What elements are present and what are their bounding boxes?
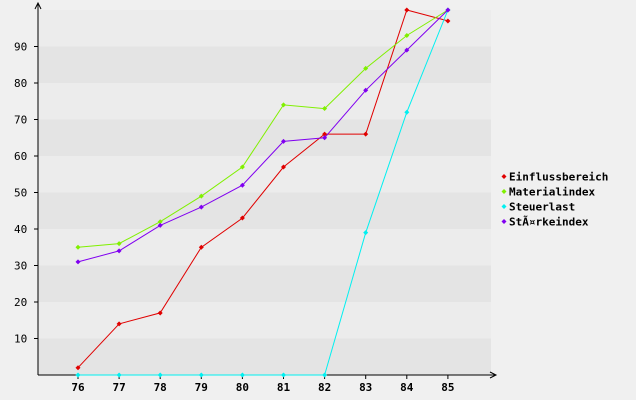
grid-bands [38, 10, 491, 375]
y-tick-label: 50 [14, 187, 27, 200]
y-tick-label: 70 [14, 114, 27, 127]
data-point [198, 193, 204, 199]
grid-band [38, 83, 491, 120]
data-point [157, 219, 163, 225]
legend-marker [501, 189, 507, 194]
y-tick-label: 90 [14, 41, 27, 54]
x-tick-label: 83 [359, 381, 372, 394]
data-point [239, 182, 245, 188]
series-line [77, 9, 449, 263]
data-point [322, 135, 328, 141]
x-tick-label: 77 [112, 381, 125, 394]
data-point [281, 372, 286, 378]
data-point [116, 248, 122, 254]
data-point [322, 106, 328, 112]
series-line [77, 9, 449, 248]
data-point [75, 259, 81, 265]
data-point [404, 7, 410, 13]
data-point [239, 372, 245, 378]
data-point [281, 138, 286, 144]
legend-label: Einflussbereich [509, 171, 608, 184]
data-point [157, 372, 163, 378]
series-0 [75, 7, 451, 371]
data-point [281, 164, 286, 170]
x-tick-label: 79 [195, 381, 208, 394]
data-point [445, 7, 451, 13]
data-point [404, 33, 410, 39]
x-tick-label: 82 [318, 381, 331, 394]
x-axis-ticks: 76 77 78 79 80 81 82 83 84 85 [71, 375, 455, 394]
y-tick-label: 30 [14, 260, 27, 273]
legend-marker [501, 204, 507, 209]
x-tick-label: 78 [154, 381, 167, 394]
y-axis-ticks: 10 20 30 40 50 60 70 80 90 [14, 41, 38, 346]
x-tick-label: 80 [236, 381, 249, 394]
legend: Einflussbereich Materialindex Steuerlast St… [501, 171, 608, 229]
x-tick-label: 85 [441, 381, 454, 394]
y-tick-label: 80 [14, 77, 27, 90]
grid-band [38, 302, 491, 339]
data-point [239, 164, 245, 170]
x-tick-label: 76 [71, 381, 85, 394]
x-axis-arrow [489, 371, 498, 379]
data-point [445, 18, 451, 24]
data-point [363, 65, 369, 71]
data-point [157, 310, 163, 316]
data-point [404, 47, 410, 53]
series-line [77, 9, 449, 369]
data-point [404, 109, 410, 115]
grid-band [38, 10, 491, 47]
data-point [239, 215, 245, 221]
legend-marker [501, 219, 507, 224]
data-point [281, 102, 286, 108]
series-3 [75, 7, 451, 265]
data-point [363, 87, 369, 93]
y-tick-label: 20 [14, 296, 27, 309]
series-lines [75, 7, 451, 378]
y-tick-label: 40 [14, 223, 27, 236]
data-point [363, 230, 369, 236]
x-tick-label: 84 [400, 381, 414, 394]
data-point [116, 241, 122, 247]
legend-label: StÃ¤rkeindex [509, 216, 589, 229]
data-point [157, 222, 163, 228]
data-point [322, 131, 328, 137]
data-point [116, 372, 122, 378]
legend-label: Steuerlast [509, 201, 575, 214]
series-line [78, 9, 449, 376]
series-2 [75, 7, 451, 378]
y-tick-label: 10 [14, 333, 27, 346]
data-point [322, 372, 328, 378]
data-point [75, 372, 81, 378]
data-point [116, 321, 122, 327]
grid-band [38, 229, 491, 266]
legend-marker [501, 174, 507, 179]
y-axis-arrow [34, 1, 42, 10]
data-point [363, 131, 369, 137]
y-tick-label: 60 [14, 150, 27, 163]
data-point [75, 244, 81, 250]
data-point [198, 204, 204, 210]
x-tick-label: 81 [277, 381, 291, 394]
legend-label: Materialindex [509, 186, 595, 199]
data-point [198, 244, 204, 250]
data-point [198, 372, 204, 378]
data-point [75, 365, 81, 371]
